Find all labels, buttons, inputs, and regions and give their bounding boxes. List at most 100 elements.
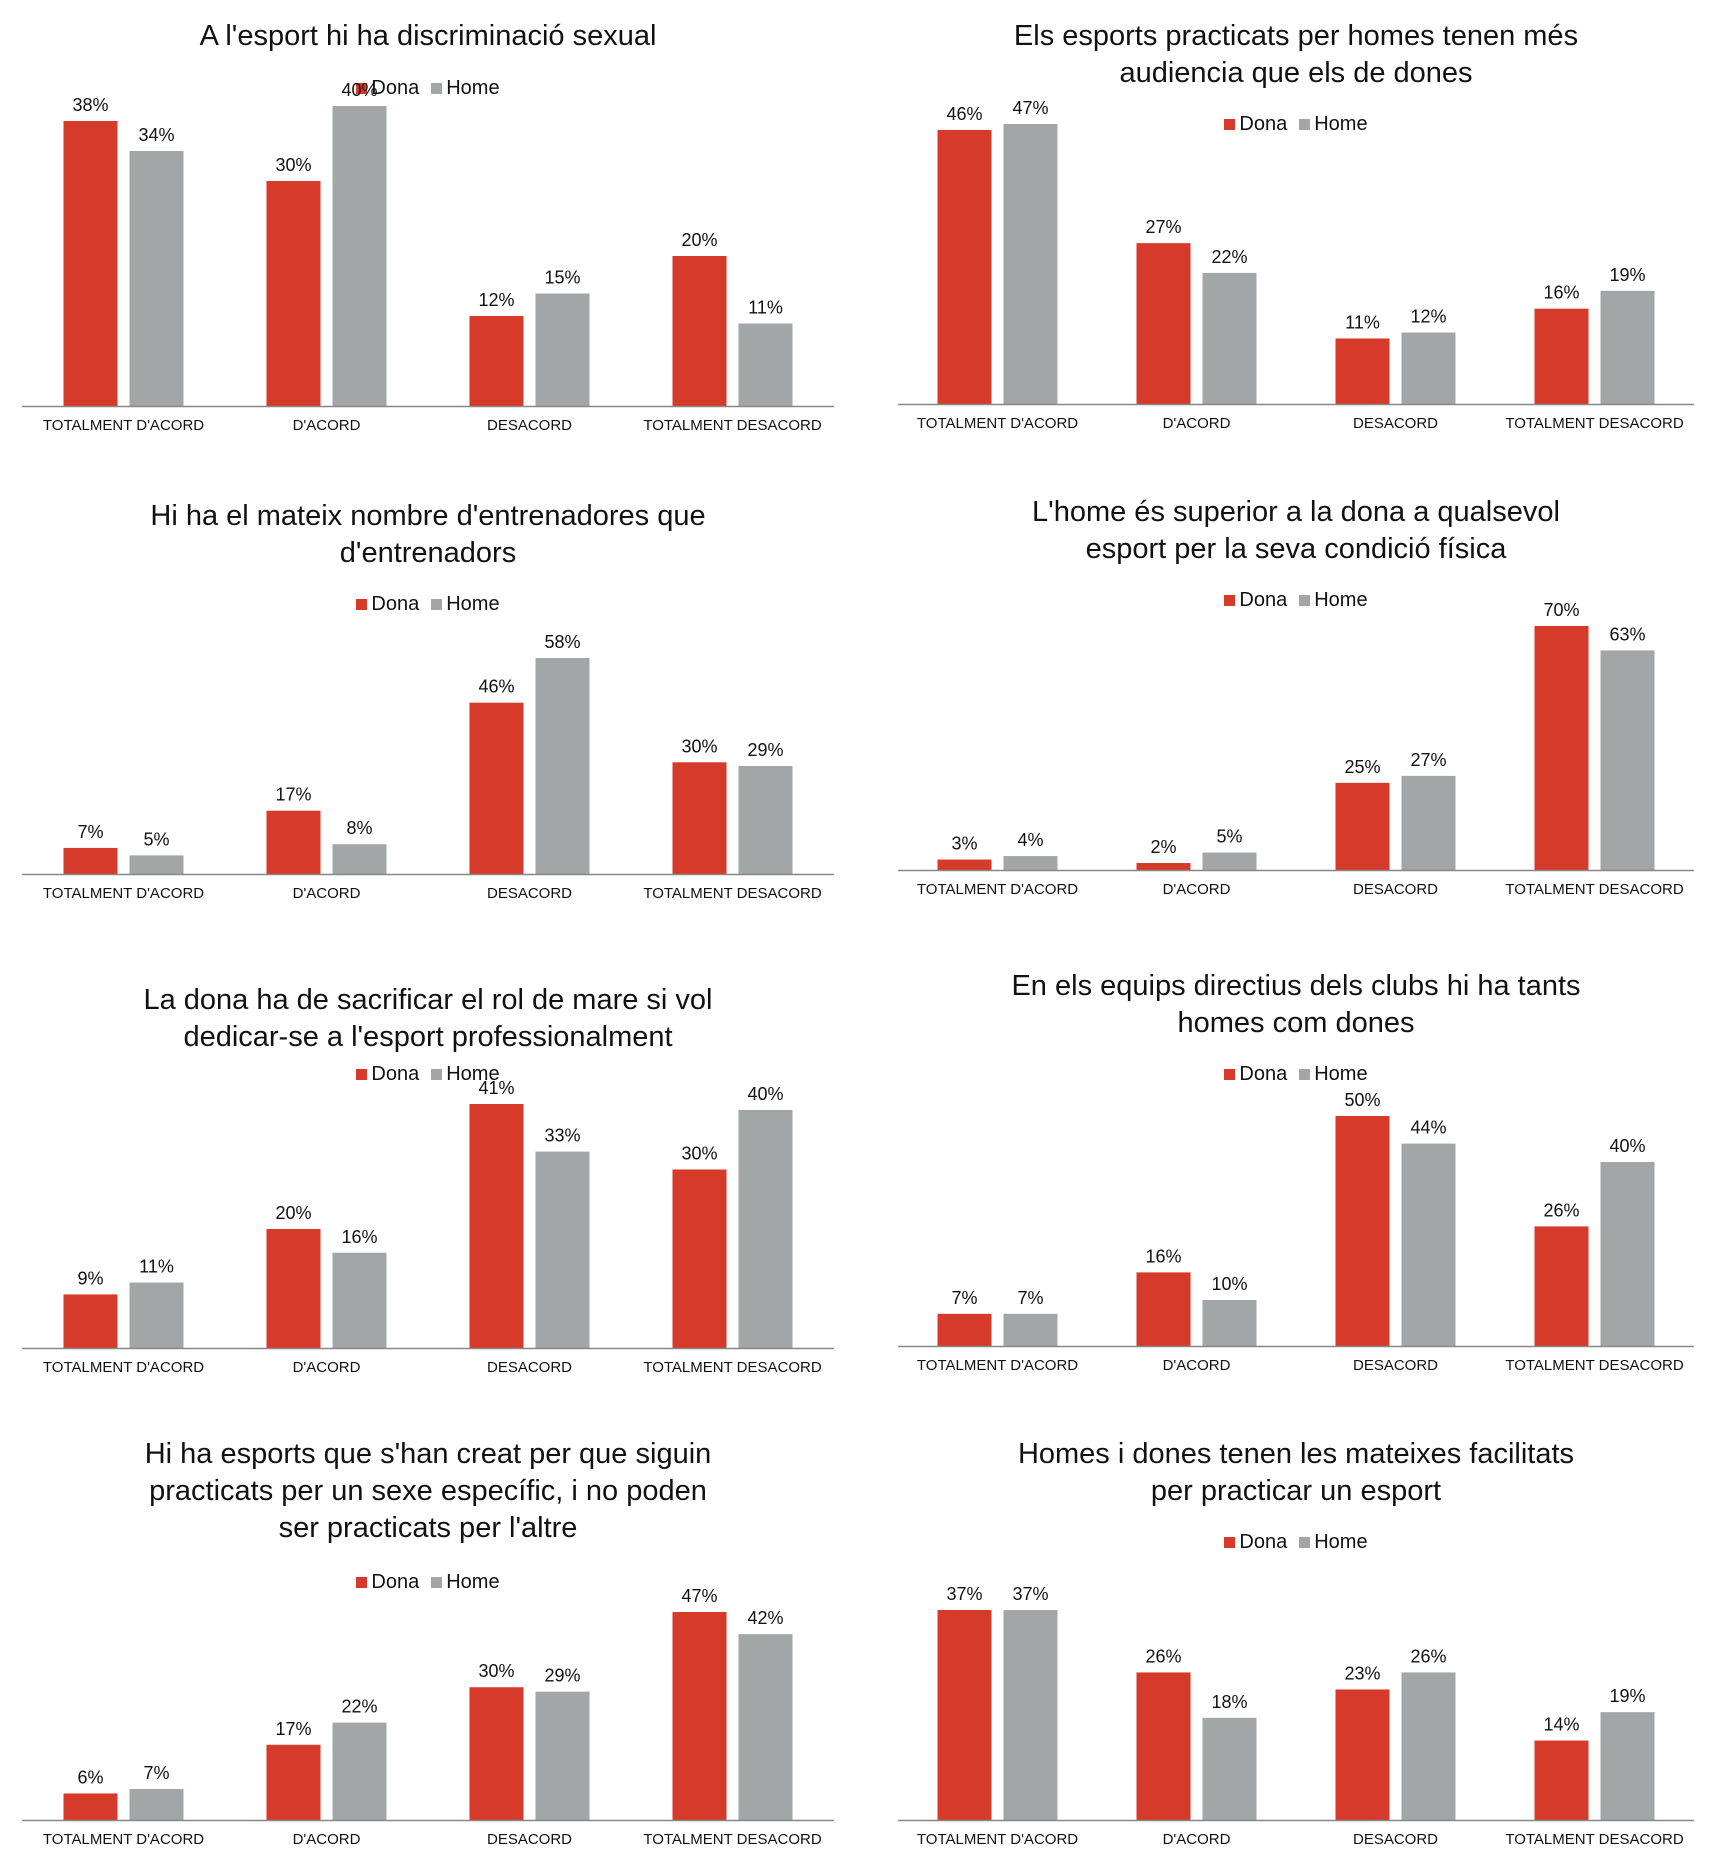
chart-title-line: Hi ha esports que s'han creat per que si… bbox=[144, 1438, 712, 1470]
category-label: DESACORD bbox=[1353, 415, 1438, 432]
legend-item: Home bbox=[1299, 1062, 1368, 1086]
data-label: 20% bbox=[275, 1203, 311, 1223]
legend-item: Dona bbox=[356, 1570, 419, 1594]
data-label: 15% bbox=[544, 268, 580, 288]
data-label: 33% bbox=[544, 1126, 580, 1146]
category-label: D'ACORD bbox=[293, 1831, 361, 1848]
data-label: 40% bbox=[747, 1084, 783, 1104]
bar-dona bbox=[266, 1228, 321, 1348]
legend-item: Home bbox=[431, 76, 500, 100]
legend-label: Dona bbox=[371, 593, 420, 615]
category-label: TOTALMENT D'ACORD bbox=[917, 881, 1078, 898]
category-label: DESACORD bbox=[487, 885, 572, 902]
category-label: TOTALMENT D'ACORD bbox=[43, 1831, 204, 1848]
data-label: 10% bbox=[1211, 1274, 1247, 1294]
data-label: 2% bbox=[1150, 837, 1176, 857]
data-label: 6% bbox=[77, 1767, 103, 1787]
bar-home bbox=[1003, 856, 1058, 870]
chart-legend: Dona Home bbox=[22, 1062, 834, 1086]
chart-title-line: Homes i dones tenen les mateixes facilit… bbox=[1017, 1438, 1575, 1470]
legend-label: Dona bbox=[371, 77, 420, 99]
legend-swatch bbox=[1224, 595, 1236, 606]
legend-item: Home bbox=[1299, 112, 1368, 136]
bar-dona bbox=[672, 1612, 727, 1820]
chart-title: Hi ha el mateix nombre d'entrenadores qu… bbox=[22, 498, 834, 572]
data-label: 22% bbox=[1211, 247, 1247, 267]
chart-title-line: En els equips directius dels clubs hi ha… bbox=[1011, 970, 1581, 1002]
category-label: D'ACORD bbox=[1163, 1357, 1231, 1374]
legend-label: Home bbox=[1314, 113, 1368, 135]
data-label: 7% bbox=[143, 1763, 169, 1783]
data-label: 47% bbox=[1012, 98, 1048, 118]
chart-panel: En els equips directius dels clubs hi ha… bbox=[898, 964, 1694, 1386]
bar-dona bbox=[1136, 1672, 1191, 1820]
bar-dona bbox=[937, 1610, 992, 1820]
data-label: 11% bbox=[139, 1257, 174, 1277]
category-label: TOTALMENT DESACORD bbox=[643, 885, 822, 902]
data-label: 12% bbox=[1410, 307, 1446, 327]
category-label: TOTALMENT D'ACORD bbox=[43, 1359, 204, 1376]
data-label: 5% bbox=[143, 829, 169, 849]
legend-label: Dona bbox=[1239, 1063, 1288, 1085]
data-label: 70% bbox=[1543, 600, 1579, 620]
legend-swatch bbox=[431, 599, 443, 610]
category-label: DESACORD bbox=[487, 417, 572, 434]
data-label: 38% bbox=[72, 95, 108, 115]
data-label: 30% bbox=[478, 1661, 514, 1681]
bar-home bbox=[535, 1151, 590, 1348]
data-label: 34% bbox=[138, 125, 174, 145]
bar-dona bbox=[672, 1169, 727, 1348]
data-label: 26% bbox=[1543, 1200, 1579, 1220]
category-label: DESACORD bbox=[487, 1359, 572, 1376]
bar-dona bbox=[1534, 1226, 1589, 1346]
bar-plot: 37% 37% TOTALMENT D'ACORD 26% 18% D'ACORD 23% 2… bbox=[898, 1584, 1694, 1848]
data-label: 26% bbox=[1145, 1646, 1181, 1666]
bar-home bbox=[1003, 1610, 1058, 1820]
bar-home bbox=[1401, 1143, 1456, 1346]
legend-swatch bbox=[1299, 595, 1311, 606]
legend-label: Home bbox=[1314, 1531, 1368, 1553]
legend-label: Home bbox=[1314, 1063, 1368, 1085]
category-label: D'ACORD bbox=[293, 1359, 361, 1376]
legend-item: Home bbox=[431, 592, 500, 616]
data-label: 42% bbox=[747, 1608, 783, 1628]
data-label: 46% bbox=[478, 677, 514, 697]
legend-item: Home bbox=[1299, 588, 1368, 612]
category-label: TOTALMENT DESACORD bbox=[643, 417, 822, 434]
legend-label: Home bbox=[446, 593, 500, 615]
bar-dona bbox=[1136, 863, 1191, 870]
legend-label: Dona bbox=[371, 1063, 420, 1085]
data-label: 5% bbox=[1216, 827, 1242, 847]
bar-home bbox=[1202, 272, 1257, 404]
data-label: 7% bbox=[77, 822, 103, 842]
legend-label: Home bbox=[446, 1063, 500, 1085]
data-label: 29% bbox=[747, 740, 783, 760]
data-label: 37% bbox=[946, 1584, 982, 1604]
legend-swatch bbox=[431, 1069, 443, 1080]
bar-dona bbox=[1534, 308, 1589, 404]
legend-item: Dona bbox=[1224, 112, 1287, 136]
bar-dona bbox=[63, 1294, 118, 1348]
bar-plot: 6% 7% TOTALMENT D'ACORD 17% 22% D'ACORD 30% 29%… bbox=[22, 1586, 834, 1848]
chart-title-line: A l'esport hi ha discriminació sexual bbox=[199, 20, 657, 52]
legend-swatch bbox=[356, 1577, 368, 1588]
category-label: TOTALMENT D'ACORD bbox=[917, 1357, 1078, 1374]
bar-dona bbox=[937, 1313, 992, 1346]
category-label: TOTALMENT D'ACORD bbox=[917, 1831, 1078, 1848]
bar-dona bbox=[1534, 1740, 1589, 1820]
bar-home bbox=[1003, 1313, 1058, 1346]
bar-dona bbox=[1335, 782, 1390, 870]
bar-home bbox=[1003, 124, 1058, 404]
chart-legend: Dona Home bbox=[22, 592, 834, 616]
legend-label: Dona bbox=[1239, 589, 1288, 611]
legend-swatch bbox=[1299, 1537, 1311, 1548]
data-label: 27% bbox=[1410, 750, 1446, 770]
bar-home bbox=[535, 658, 590, 874]
legend-swatch bbox=[1224, 1537, 1236, 1548]
chart-title-line: homes com dones bbox=[1177, 1007, 1415, 1039]
data-label: 30% bbox=[681, 1143, 717, 1163]
data-label: 22% bbox=[341, 1697, 377, 1717]
category-label: D'ACORD bbox=[1163, 415, 1231, 432]
data-label: 20% bbox=[681, 230, 717, 250]
data-label: 7% bbox=[951, 1288, 977, 1308]
